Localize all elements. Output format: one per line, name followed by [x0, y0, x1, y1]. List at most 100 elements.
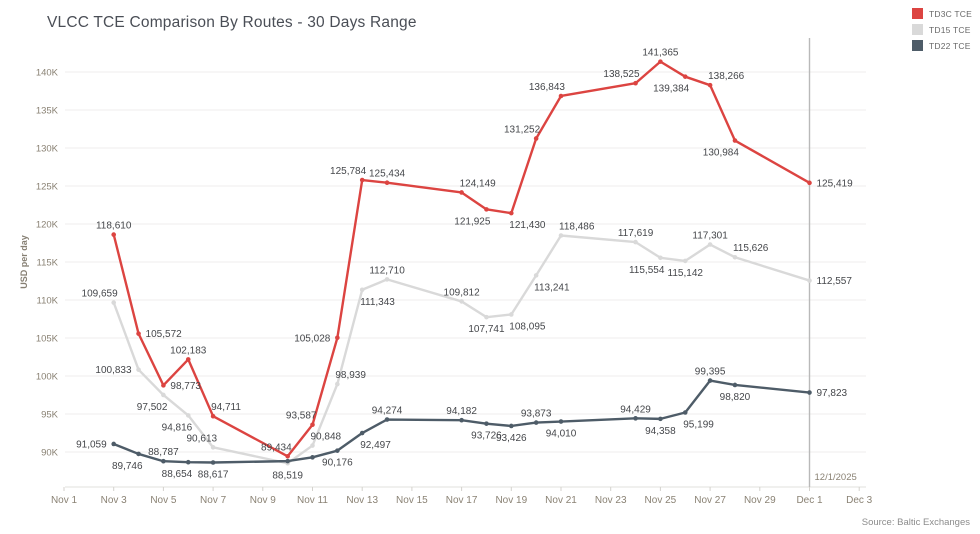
data-label: 107,741: [468, 324, 505, 335]
y-tick-label: 130K: [36, 144, 59, 155]
data-point-td22-tce[interactable]: [459, 417, 464, 423]
data-point-td22-tce[interactable]: [484, 421, 489, 426]
data-point-td15-tce[interactable]: [210, 445, 216, 450]
data-point-td22-tce[interactable]: [136, 451, 141, 457]
data-point-td3c-tce[interactable]: [136, 331, 141, 336]
data-point-td15-tce[interactable]: [633, 239, 638, 245]
data-point-td22-tce[interactable]: [509, 423, 514, 429]
legend-swatch-td15: [911, 24, 923, 35]
x-tick-label: Nov 29: [744, 495, 776, 506]
data-point-td22-tce[interactable]: [384, 417, 390, 422]
data-point-td22-tce[interactable]: [682, 410, 688, 415]
data-point-td15-tce[interactable]: [682, 258, 688, 264]
y-axis-title: USD per day: [19, 235, 29, 289]
source-note: Source: Baltic Exchanges: [861, 517, 970, 528]
data-point-td15-tce[interactable]: [161, 392, 166, 398]
data-point-td3c-tce[interactable]: [533, 136, 539, 141]
data-point-td22-tce[interactable]: [633, 416, 638, 421]
x-tick-label: Nov 11: [297, 495, 328, 506]
data-point-td3c-tce[interactable]: [335, 335, 340, 341]
data-label: 94,182: [446, 406, 477, 417]
data-point-td3c-tce[interactable]: [285, 454, 290, 459]
data-point-td15-tce[interactable]: [533, 273, 539, 278]
x-tick-label: Nov 21: [545, 495, 577, 506]
data-point-td15-tce[interactable]: [359, 287, 365, 293]
data-label: 115,554: [629, 265, 665, 276]
legend-item-td15[interactable]: TD15 TCE: [911, 24, 972, 35]
data-point-td3c-tce[interactable]: [732, 138, 738, 143]
data-point-td15-tce[interactable]: [658, 255, 663, 261]
data-label: 112,710: [369, 265, 405, 276]
data-point-td22-tce[interactable]: [732, 382, 738, 388]
y-tick-label: 120K: [36, 220, 59, 231]
data-point-td15-tce[interactable]: [185, 413, 191, 418]
data-point-td15-tce[interactable]: [509, 312, 514, 317]
x-tick-label: Nov 1: [51, 495, 78, 506]
data-point-td3c-tce[interactable]: [359, 177, 365, 183]
data-point-td3c-tce[interactable]: [633, 80, 638, 86]
data-label: 141,365: [642, 48, 679, 59]
data-point-td22-tce[interactable]: [359, 430, 365, 436]
data-point-td22-tce[interactable]: [161, 458, 166, 464]
data-point-td15-tce[interactable]: [384, 277, 390, 282]
data-point-td22-tce[interactable]: [285, 458, 290, 464]
data-point-td3c-tce[interactable]: [509, 210, 514, 216]
data-point-td3c-tce[interactable]: [111, 232, 116, 237]
data-point-td15-tce[interactable]: [707, 242, 713, 247]
data-point-td3c-tce[interactable]: [807, 180, 812, 186]
data-point-td22-tce[interactable]: [707, 378, 713, 383]
x-tick-label: Nov 23: [595, 495, 627, 506]
data-label: 121,430: [509, 220, 546, 231]
data-point-td3c-tce[interactable]: [707, 82, 713, 88]
y-tick-label: 100K: [36, 372, 59, 383]
y-tick-label: 135K: [36, 106, 59, 117]
data-point-td22-tce[interactable]: [807, 390, 812, 395]
x-tick-label: Nov 3: [101, 495, 128, 506]
data-label: 139,384: [653, 84, 690, 95]
data-point-td15-tce[interactable]: [558, 233, 564, 238]
data-label: 94,010: [546, 429, 577, 440]
data-point-td3c-tce[interactable]: [161, 383, 166, 388]
data-point-td22-tce[interactable]: [658, 416, 663, 422]
data-label: 89,746: [112, 461, 143, 472]
data-label: 115,626: [733, 243, 769, 254]
data-point-td22-tce[interactable]: [558, 419, 564, 424]
data-point-td22-tce[interactable]: [111, 441, 116, 447]
data-point-td3c-tce[interactable]: [658, 59, 663, 64]
data-point-td3c-tce[interactable]: [310, 422, 315, 428]
data-label: 94,816: [162, 422, 193, 433]
data-label: 94,358: [645, 426, 676, 437]
data-point-td15-tce[interactable]: [335, 381, 340, 387]
series-line-td3c-tce[interactable]: [112, 60, 811, 458]
y-tick-label: 90K: [41, 448, 59, 459]
data-label: 118,486: [559, 222, 595, 233]
data-point-td22-tce[interactable]: [335, 448, 340, 453]
data-point-td3c-tce[interactable]: [558, 93, 564, 99]
data-point-td15-tce[interactable]: [111, 300, 116, 305]
data-point-td15-tce[interactable]: [807, 278, 812, 283]
data-point-td15-tce[interactable]: [136, 367, 141, 372]
data-point-td3c-tce[interactable]: [210, 413, 216, 419]
data-label: 88,787: [148, 447, 179, 458]
legend-item-td22[interactable]: TD22 TCE: [911, 40, 972, 51]
data-point-td15-tce[interactable]: [484, 314, 489, 320]
data-point-td3c-tce[interactable]: [484, 207, 489, 212]
data-point-td3c-tce[interactable]: [459, 190, 464, 195]
data-label: 125,419: [817, 178, 854, 189]
data-point-td22-tce[interactable]: [210, 460, 216, 465]
data-label: 89,434: [261, 442, 292, 453]
data-point-td3c-tce[interactable]: [185, 357, 191, 362]
data-point-td22-tce[interactable]: [310, 455, 315, 460]
data-point-td3c-tce[interactable]: [384, 180, 390, 186]
data-point-td3c-tce[interactable]: [682, 74, 688, 79]
data-point-td22-tce[interactable]: [533, 420, 539, 425]
data-point-td22-tce[interactable]: [185, 459, 191, 465]
legend-item-td3c[interactable]: TD3C TCE: [911, 8, 972, 19]
x-tick-label: Nov 25: [645, 495, 677, 506]
data-point-td15-tce[interactable]: [732, 254, 738, 260]
data-label: 130,984: [703, 148, 740, 159]
data-point-td15-tce[interactable]: [459, 299, 464, 304]
x-tick-label: Nov 5: [150, 495, 177, 506]
data-label: 124,149: [460, 178, 497, 189]
data-point-td15-tce[interactable]: [310, 443, 315, 448]
